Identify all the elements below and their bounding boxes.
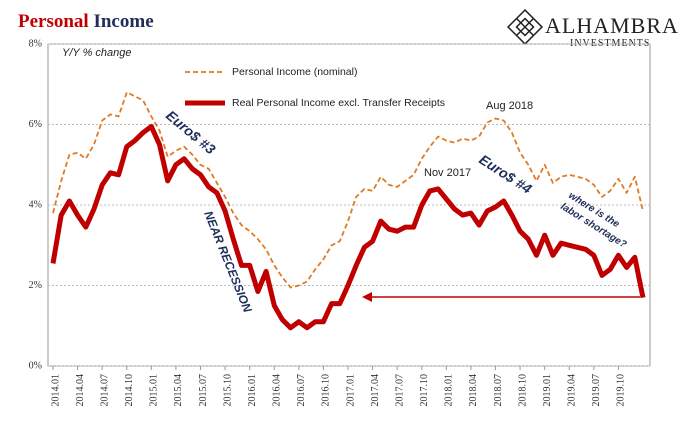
x-tick-label: 2014.07 (99, 374, 110, 407)
legend-label: Personal Income (nominal) (232, 66, 357, 78)
x-tick-label: 2019.07 (591, 374, 602, 407)
x-tick-label: 2014.04 (75, 374, 86, 407)
x-tick-label: 2018.07 (493, 374, 504, 407)
x-tick-label: 2015.07 (198, 374, 209, 407)
y-tick-label: 4% (29, 199, 42, 210)
lines (50, 91, 646, 331)
x-tick-label: 2014.10 (124, 374, 135, 407)
series-line (50, 124, 646, 331)
x-tick-label: 2016.01 (247, 374, 258, 407)
x-tick-label: 2016.04 (272, 374, 283, 407)
annotation: Y/Y % change (62, 47, 132, 59)
x-tick-label: 2016.07 (296, 374, 307, 407)
x-tick-label: 2017.04 (370, 374, 381, 407)
y-tick-label: 6% (29, 119, 42, 130)
annotation: Euro$ #3 (163, 107, 219, 157)
annotation: Aug 2018 (486, 100, 533, 112)
annotation: Nov 2017 (424, 167, 471, 179)
x-tick-label: 2019.01 (542, 374, 553, 407)
title-highlight: Personal (18, 11, 89, 32)
x-tick-label: 2014.01 (50, 374, 61, 407)
logo: ALHAMBRA INVESTMENTS (506, 8, 679, 49)
x-tick-label: 2018.04 (468, 374, 479, 407)
x-tick-label: 2018.10 (517, 374, 528, 407)
x-tick-label: 2019.10 (616, 374, 627, 407)
y-tick-label: 2% (29, 280, 42, 291)
x-tick-label: 2016.10 (321, 374, 332, 407)
grid (48, 43, 650, 367)
logo-name: ALHAMBRA (545, 13, 679, 38)
x-tick-label: 2015.01 (149, 374, 160, 407)
x-tick-label: 2015.04 (173, 374, 184, 407)
series-line (52, 91, 644, 289)
x-tick-label: 2017.10 (419, 374, 430, 407)
x-tick-label: 2018.01 (444, 374, 455, 407)
legend: Personal Income (nominal) Real Personal I… (185, 66, 445, 109)
legend-label: Real Personal Income excl. Transfer Rece… (232, 97, 445, 109)
chart-title: Personal Income (18, 11, 154, 32)
y-tick-label: 0% (29, 360, 42, 371)
x-tick-label: 2019.04 (567, 374, 578, 407)
x-tick-label: 2017.07 (394, 374, 405, 407)
y-tick-label: 8% (29, 38, 42, 49)
arrow (362, 292, 640, 302)
x-tick-label: 2017.01 (345, 374, 356, 407)
title-rest: Income (93, 11, 153, 32)
annotation: Euro$ #4 (476, 151, 534, 197)
x-tick-label: 2015.10 (222, 374, 233, 407)
